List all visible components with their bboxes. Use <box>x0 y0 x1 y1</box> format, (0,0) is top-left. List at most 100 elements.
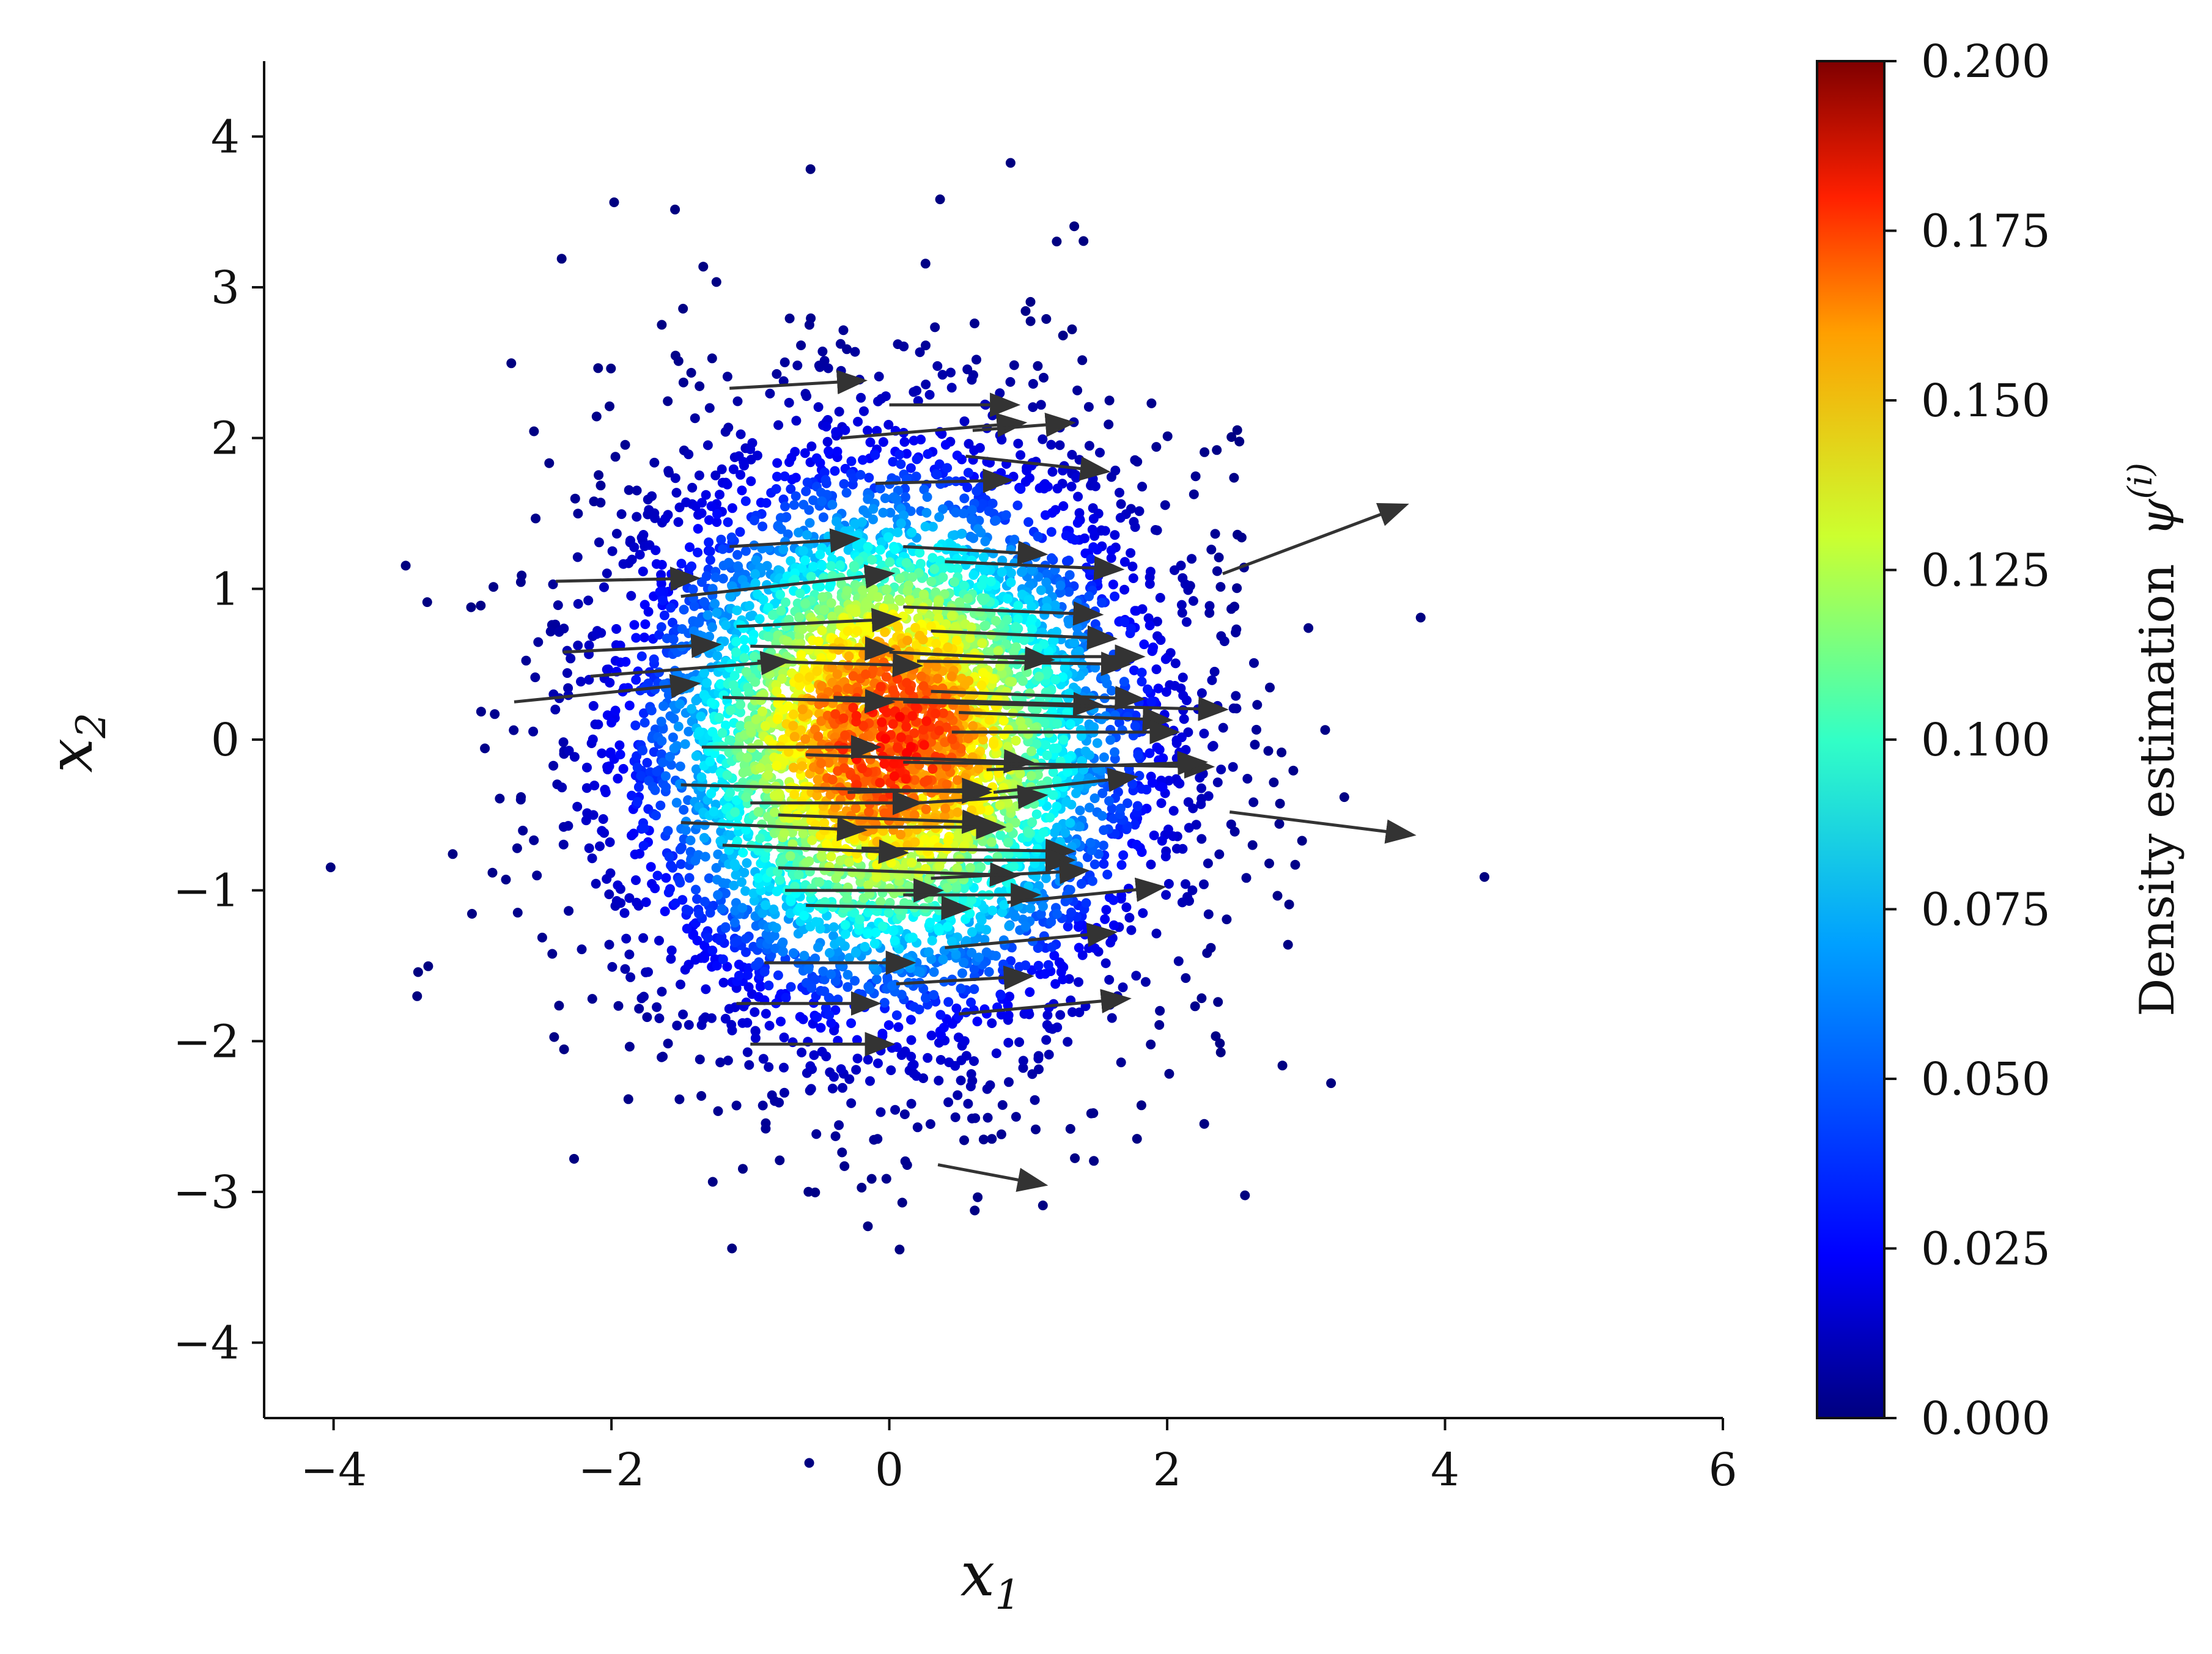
scatter-point <box>1041 314 1052 324</box>
scatter-point <box>808 495 819 505</box>
scatter-point <box>750 578 761 589</box>
scatter-point <box>754 614 765 624</box>
scatter-point <box>720 427 731 437</box>
scatter-point <box>794 612 805 622</box>
scatter-point <box>741 546 751 556</box>
scatter-point <box>772 369 782 379</box>
scatter-point <box>721 620 731 630</box>
scatter-point <box>603 664 613 675</box>
scatter-point <box>852 540 862 551</box>
scatter-point <box>599 582 609 592</box>
scatter-point <box>572 552 583 562</box>
scatter-point <box>1074 977 1083 987</box>
scatter-point <box>1046 917 1056 927</box>
scatter-point <box>620 964 630 974</box>
scatter-point <box>809 1050 819 1060</box>
scatter-point <box>1156 635 1166 645</box>
scatter-point <box>1188 596 1198 606</box>
scatter-point <box>1033 531 1043 542</box>
scatter-point <box>788 948 798 958</box>
scatter-point <box>1272 891 1283 901</box>
scatter-point <box>1088 513 1099 524</box>
scatter-point <box>1204 601 1215 611</box>
scatter-point <box>805 518 815 528</box>
scatter-point <box>1160 500 1170 510</box>
scatter-point <box>876 537 887 547</box>
scatter-point <box>650 513 660 523</box>
scatter-point <box>772 760 782 771</box>
scatter-point <box>881 1174 891 1184</box>
scatter-point <box>699 897 710 907</box>
scatter-point <box>905 463 916 473</box>
scatter-point <box>763 770 773 781</box>
scatter-point <box>919 589 929 600</box>
scatter-point <box>944 1057 954 1067</box>
scatter-point <box>1212 445 1222 455</box>
scatter-point <box>959 493 970 504</box>
scatter-point <box>670 898 680 908</box>
scatter-point <box>850 607 861 617</box>
scatter-point <box>1180 579 1190 589</box>
scatter-point <box>1199 729 1209 739</box>
scatter-point <box>967 895 977 905</box>
scatter-point <box>657 320 667 330</box>
scatter-point <box>734 960 744 969</box>
scatter-point <box>1215 582 1226 592</box>
scatter-point <box>970 1113 981 1123</box>
scatter-point <box>826 1018 836 1028</box>
scatter-point <box>800 448 810 458</box>
scatter-point <box>576 677 586 687</box>
scatter-point <box>1212 566 1222 576</box>
scatter-point <box>1074 646 1084 656</box>
scatter-point <box>753 807 764 817</box>
scatter-point <box>952 450 962 461</box>
scatter-point <box>1075 821 1085 832</box>
scatter-point <box>604 761 614 771</box>
scatter-point <box>501 875 511 884</box>
scatter-point <box>531 513 541 524</box>
scatter-point <box>1033 361 1043 371</box>
scatter-point <box>1017 567 1027 577</box>
scatter-point <box>900 1156 910 1166</box>
scatter-point <box>1029 799 1039 809</box>
scatter-point <box>1132 1134 1142 1144</box>
scatter-point <box>741 825 751 835</box>
scatter-point <box>1119 557 1130 567</box>
scatter-point <box>943 836 953 845</box>
scatter-point <box>925 917 935 928</box>
scatter-point <box>781 993 791 1003</box>
scatter-point <box>894 449 905 460</box>
scatter-point <box>621 933 632 944</box>
scatter-point <box>699 940 710 950</box>
scatter-point <box>962 482 973 493</box>
scatter-point <box>807 835 817 845</box>
scatter-point <box>748 636 758 646</box>
scatter-point <box>972 1016 982 1027</box>
scatter-point <box>842 586 852 596</box>
scatter-point <box>1011 642 1021 652</box>
scatter-point <box>876 1045 886 1056</box>
scatter-point <box>895 573 905 584</box>
scatter-point <box>938 504 948 514</box>
scatter-point <box>1084 441 1094 451</box>
scatter-point <box>1143 613 1154 623</box>
scatter-point <box>816 1023 826 1033</box>
scatter-point <box>1044 1049 1054 1060</box>
scatter-point <box>660 906 670 916</box>
scatter-point <box>700 851 710 862</box>
scatter-point <box>876 1107 886 1117</box>
scatter-point <box>1139 639 1149 650</box>
scatter-point <box>811 453 822 463</box>
scatter-point <box>735 527 745 537</box>
scatter-point <box>1036 909 1046 919</box>
scatter-point <box>829 1071 839 1082</box>
scatter-point <box>1145 579 1155 589</box>
scatter-point <box>880 493 890 504</box>
scatter-point <box>595 498 606 508</box>
scatter-point <box>448 849 458 859</box>
scatter-point <box>866 1174 877 1184</box>
scatter-point <box>661 873 671 883</box>
scatter-point <box>799 911 809 921</box>
scatter-point <box>1070 535 1080 545</box>
scatter-point <box>1034 483 1045 493</box>
